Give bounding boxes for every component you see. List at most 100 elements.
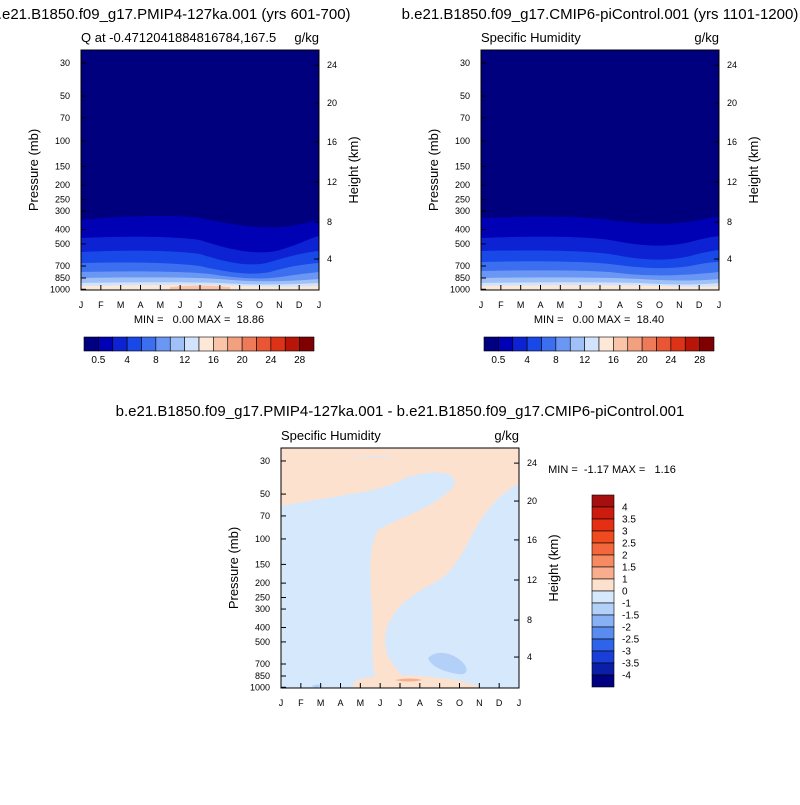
x-tick-label: S	[237, 300, 243, 310]
x-tick-label: M	[117, 300, 125, 310]
x-tick-label: F	[298, 698, 304, 708]
colorbar-swatch	[198, 336, 214, 352]
colorbar-swatch	[541, 336, 557, 352]
panel-3-ylabel: Pressure (mb)	[226, 527, 241, 609]
panel-1-subtitle-left: Q at -0.4712041884816784,167.5	[81, 30, 276, 45]
colorbar-swatch	[591, 662, 615, 676]
panel-2-colorbar: 0.5 4 8 12 16 20 24 28	[483, 336, 715, 366]
colorbar-swatch	[591, 506, 615, 520]
y-right-tick-label: 4	[527, 652, 532, 662]
panel-3-stats: MIN = -1.17 MAX = 1.16	[548, 464, 676, 476]
colorbar-swatch	[555, 336, 571, 352]
colorbar-label: 4	[622, 503, 628, 514]
colorbar-swatch	[98, 336, 114, 352]
colorbar-swatch	[483, 336, 499, 352]
panel-3-title: b.e21.B1850.f09_g17.PMIP4-127ka.001 - b.…	[116, 403, 685, 420]
colorbar-swatch	[684, 336, 700, 352]
colorbar-swatch	[591, 554, 615, 568]
colorbar-label: -2	[622, 623, 631, 634]
colorbar-label: 12	[579, 355, 591, 366]
colorbar-swatch	[512, 336, 528, 352]
panel-2-ylabel: Pressure (mb)	[426, 129, 441, 211]
colorbar-swatch	[591, 518, 615, 532]
y-tick-label: 70	[460, 113, 470, 123]
colorbar-swatch	[641, 336, 657, 352]
colorbar-swatch	[591, 542, 615, 556]
colorbar-swatch	[299, 336, 315, 352]
colorbar-label: 4	[524, 355, 530, 366]
x-tick-label: D	[296, 300, 303, 310]
colorbar-label: 3.5	[622, 515, 636, 526]
y-tick-label: 300	[55, 206, 70, 216]
y-tick-label: 850	[455, 273, 470, 283]
y-tick-label: 50	[260, 489, 270, 499]
y-tick-label: 250	[55, 195, 70, 205]
colorbar-swatch	[591, 614, 615, 628]
y-tick-label: 50	[60, 91, 70, 101]
x-tick-label: J	[717, 300, 722, 310]
x-tick-label: J	[398, 698, 403, 708]
panel-2-ylabel-right: Height (km)	[746, 136, 761, 203]
panel-3-pos-strong-patch	[395, 678, 422, 682]
x-tick-label: J	[479, 300, 484, 310]
colorbar-label: 1	[622, 575, 628, 586]
y-tick-label: 300	[455, 206, 470, 216]
x-tick-label: N	[676, 300, 683, 310]
y-right-tick-label: 12	[727, 177, 737, 187]
panel-3-pos-region-surface	[352, 675, 480, 688]
y-tick-label: 70	[260, 511, 270, 521]
y-right-tick-label: 8	[327, 217, 332, 227]
y-tick-label: 30	[260, 456, 270, 466]
y-tick-label: 200	[55, 180, 70, 190]
panel-2-stats: MIN = 0.00 MAX = 18.40	[534, 314, 664, 326]
colorbar-label: 1.5	[622, 563, 636, 574]
y-right-tick-label: 16	[327, 137, 337, 147]
x-tick-label: J	[279, 698, 284, 708]
colorbar-swatch	[184, 336, 200, 352]
colorbar-swatch	[591, 674, 615, 688]
y-tick-label: 250	[255, 593, 270, 603]
colorbar-swatch	[526, 336, 542, 352]
panel-1-ylabel: Pressure (mb)	[26, 129, 41, 211]
x-tick-label: O	[656, 300, 663, 310]
colorbar-swatch	[213, 336, 229, 352]
panel-1-title: b.e21.B1850.f09_g17.PMIP4-127ka.001 (yrs…	[0, 6, 351, 23]
x-tick-label: J	[517, 698, 522, 708]
y-tick-label: 500	[255, 637, 270, 647]
colorbar-label: -4	[622, 671, 631, 682]
colorbar-swatch	[591, 626, 615, 640]
colorbar-swatch	[569, 336, 585, 352]
colorbar-label: 0.5	[91, 355, 105, 366]
x-tick-label: A	[617, 300, 623, 310]
x-tick-label: A	[537, 300, 543, 310]
colorbar-label: 8	[553, 355, 559, 366]
colorbar-swatch	[613, 336, 629, 352]
y-tick-label: 200	[255, 578, 270, 588]
panel-1-colorbar: 0.5 4 8 12 16 20 24 28	[83, 336, 315, 366]
y-right-tick-label: 16	[527, 535, 537, 545]
y-tick-label: 70	[60, 113, 70, 123]
y-tick-label: 400	[255, 623, 270, 633]
colorbar-label: -1.5	[622, 611, 640, 622]
panel-1-y-right-axis: 24 20 16 12 8 4	[314, 60, 337, 264]
colorbar-swatch	[591, 566, 615, 580]
y-tick-label: 700	[255, 659, 270, 669]
colorbar-label: 24	[665, 355, 677, 366]
x-tick-label: A	[217, 300, 223, 310]
colorbar-label: 20	[637, 355, 649, 366]
colorbar-label: 16	[208, 355, 220, 366]
y-tick-label: 150	[255, 559, 270, 569]
y-tick-label: 400	[455, 225, 470, 235]
panel-1-subtitle-right: g/kg	[294, 30, 319, 45]
panel-1-stats: MIN = 0.00 MAX = 18.86	[134, 314, 264, 326]
colorbar-label: 28	[294, 355, 306, 366]
panel-3-y-right-axis: 24 20 16 12 8 4	[514, 458, 537, 662]
x-tick-label: S	[437, 698, 443, 708]
colorbar-label: -3	[622, 647, 631, 658]
colorbar-label: -1	[622, 599, 631, 610]
y-right-tick-label: 4	[727, 254, 732, 264]
colorbar-swatch	[112, 336, 128, 352]
y-right-tick-label: 12	[327, 177, 337, 187]
panel-3-neg-patch-small	[312, 684, 322, 688]
